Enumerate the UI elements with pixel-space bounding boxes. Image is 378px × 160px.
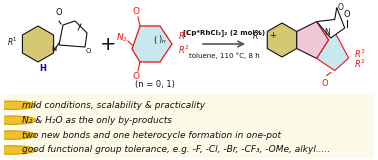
Circle shape [0,131,36,139]
Text: $R^2$: $R^2$ [178,44,190,56]
Text: $R^1$: $R^1$ [7,36,18,48]
Text: toluene, 110 °C, 8 h: toluene, 110 °C, 8 h [189,52,259,59]
Polygon shape [317,8,345,38]
Text: $N_2$: $N_2$ [116,32,128,44]
Polygon shape [317,21,349,71]
Text: H: H [40,64,46,73]
Polygon shape [267,23,297,57]
Circle shape [0,101,36,109]
Circle shape [0,146,36,154]
Polygon shape [132,26,172,62]
Text: O: O [86,48,91,54]
Text: $R^3$: $R^3$ [178,30,190,42]
Text: mild conditions, scalability & practicality: mild conditions, scalability & practical… [22,101,204,110]
Text: N₂ & H₂O as the only by-products: N₂ & H₂O as the only by-products [22,116,172,125]
Text: +: + [100,35,116,53]
Text: O: O [321,79,328,88]
FancyBboxPatch shape [0,92,378,160]
Text: N: N [52,46,57,52]
Polygon shape [22,26,54,62]
Circle shape [0,116,36,124]
Text: good functional group tolerance, e.g. -F, -Cl, -Br, -CF₃, -OMe, alkyl.....: good functional group tolerance, e.g. -F… [22,145,330,154]
Text: +: + [269,32,276,40]
Text: O: O [133,72,139,81]
Text: two new bonds and one heterocycle formation in one-pot: two new bonds and one heterocycle format… [22,131,280,140]
Text: N: N [324,28,330,37]
Text: $R^2$: $R^2$ [354,58,366,70]
Polygon shape [297,21,329,59]
Text: O: O [338,3,344,12]
Text: $R^1$: $R^1$ [252,30,263,42]
Text: O: O [343,10,350,19]
Text: [Cp*RhCl₂]₂ (2 mol%): [Cp*RhCl₂]₂ (2 mol%) [183,29,265,36]
Text: (: ( [153,36,156,44]
Text: $R^3$: $R^3$ [354,48,366,60]
Text: O: O [56,8,62,17]
Polygon shape [59,21,87,47]
Text: (n = 0, 1): (n = 0, 1) [135,80,175,88]
Text: O: O [133,7,139,16]
Text: $)_n$: $)_n$ [158,34,167,46]
